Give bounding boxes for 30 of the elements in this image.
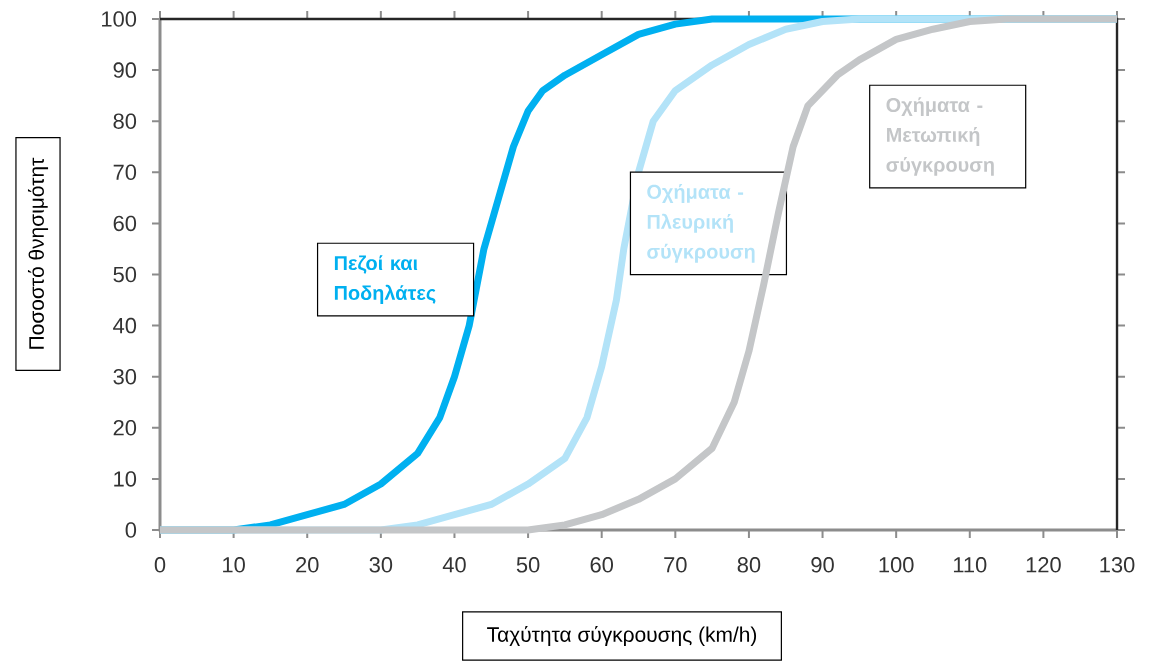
y-tick-label: 40 — [113, 317, 137, 334]
y-tick-label: 60 — [113, 215, 137, 232]
x-tick-label: 40 — [442, 557, 466, 573]
y-tick-label: 30 — [113, 368, 137, 385]
series-label: Οχήματα - Πλευρική σύγκρουση — [647, 184, 755, 263]
x-tick-label: 90 — [811, 557, 834, 573]
y-tick-label: 90 — [113, 62, 137, 78]
y-tick-label: 50 — [113, 266, 137, 283]
x-tick-label: 60 — [590, 557, 614, 573]
y-tick-label: 20 — [113, 420, 137, 436]
y-axis-title: Ποσοστό θνησιμότητ — [27, 157, 49, 349]
x-axis-title: Ταχύτητα σύγκρουσης (km/h) — [487, 625, 757, 647]
x-tick-label: 50 — [516, 557, 540, 573]
text: Οχήματα - Μετωπική σύγκρουση — [886, 97, 994, 176]
x-tick-label: 10 — [223, 557, 245, 573]
y-tick-label: 100 — [102, 11, 137, 27]
y-tick-label: 70 — [113, 164, 137, 181]
y-tick-label: 10 — [114, 471, 137, 487]
x-tick-label: 70 — [664, 557, 687, 573]
x-tick-label: 130 — [1100, 557, 1135, 573]
x-tick-label: 110 — [953, 557, 987, 573]
y-tick-label: 80 — [113, 113, 137, 129]
x-tick-label: 0 — [154, 557, 166, 573]
x-tick-label: 100 — [879, 557, 914, 573]
series-label: Πεζοί και Ποδηλάτες — [334, 255, 436, 304]
x-tick-label: 30 — [369, 557, 393, 573]
x-tick-label: 20 — [296, 557, 319, 573]
x-tick-label: 120 — [1026, 557, 1061, 573]
y-tick-label: 0 — [125, 522, 137, 538]
x-tick-label: 80 — [737, 557, 761, 573]
